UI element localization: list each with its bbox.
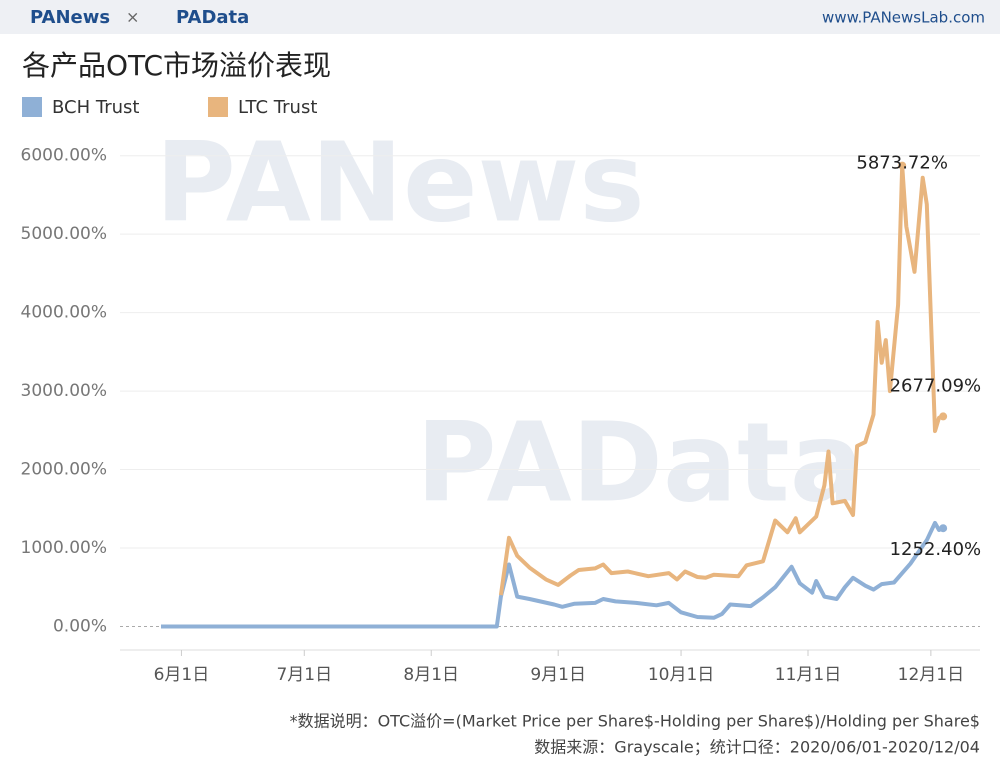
separator: ×	[126, 8, 139, 27]
x-tick-label: 7月1日	[276, 665, 332, 685]
label-point	[898, 161, 907, 170]
brand: PANews	[30, 7, 110, 28]
chart-title: 各产品OTC市场溢价表现	[22, 49, 331, 82]
legend-swatch	[22, 97, 42, 117]
x-tick-label: 9月1日	[530, 665, 586, 685]
y-tick-label: 0.00%	[53, 616, 107, 636]
line	[161, 520, 944, 629]
x-tick-label: 11月1日	[775, 665, 841, 685]
data-label: 2677.09%	[890, 375, 982, 396]
y-tick-label: 4000.00%	[21, 303, 107, 323]
footnote: 数据来源：Grayscale；统计口径：2020/06/01-2020/12/0…	[534, 738, 980, 757]
site-url: www.PANewsLab.com	[822, 9, 985, 27]
x-tick-label: 6月1日	[154, 665, 210, 685]
data-label: 1252.40%	[890, 539, 982, 560]
y-tick-label: 6000.00%	[21, 146, 107, 166]
y-tick-label: 5000.00%	[21, 224, 107, 244]
legend-swatch	[208, 97, 228, 117]
x-tick-label: 12月1日	[898, 665, 964, 685]
label-point	[939, 524, 948, 533]
watermark: PAData	[416, 398, 864, 526]
x-tick-label: 10月1日	[648, 665, 714, 685]
watermark: PANews	[155, 118, 644, 246]
data-label: 5873.72%	[856, 153, 948, 174]
legend-label: BCH Trust	[52, 97, 139, 118]
legend-label: LTC Trust	[238, 97, 317, 118]
line	[498, 163, 944, 596]
label-point	[939, 412, 948, 421]
y-tick-label: 2000.00%	[21, 460, 107, 480]
header-bar	[0, 0, 1000, 34]
y-tick-label: 1000.00%	[21, 538, 107, 558]
y-tick-label: 3000.00%	[21, 381, 107, 401]
brand: PAData	[176, 7, 249, 28]
x-tick-label: 8月1日	[403, 665, 459, 685]
footnote: *数据说明：OTC溢价=(Market Price per Share$-Hol…	[290, 712, 980, 731]
